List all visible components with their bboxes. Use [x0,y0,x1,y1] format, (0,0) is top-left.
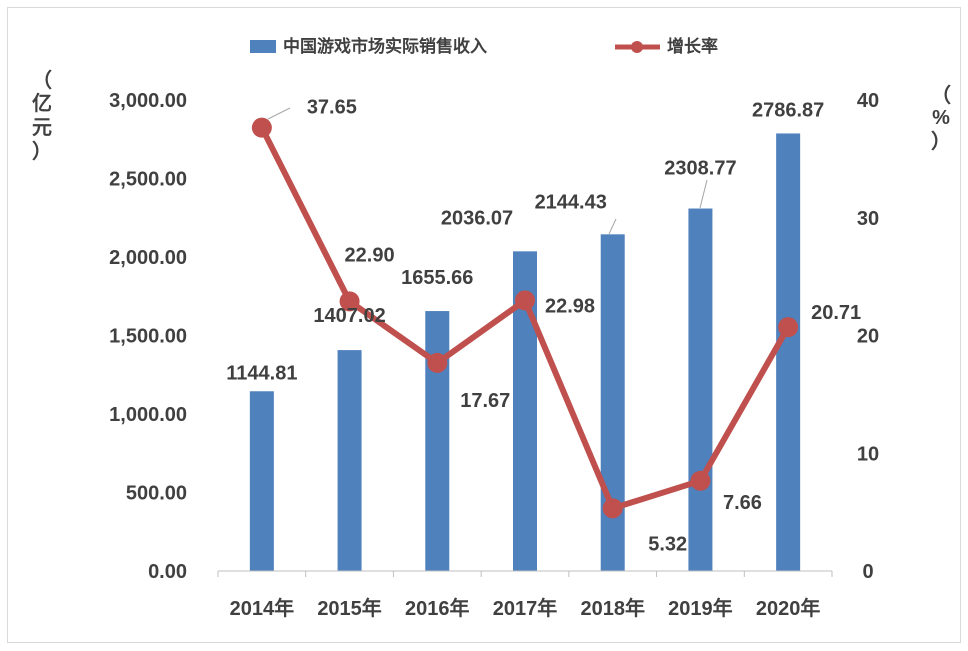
leader-line [699,179,708,209]
axes: 2014年 2015年 2016年 2017年 2018年 2019年 2020年 0.00 5… [109,90,879,620]
y-right-tick-label: 40 [857,90,879,112]
left-axis-title-char-2: 亿 [32,91,52,115]
growth-rate-point-2019年 [690,470,711,491]
x-tick-label: 2016年 [405,596,470,620]
y-left-tick-label: 1,500.00 [109,326,187,348]
right-axis-title-char-3: ） [931,130,951,153]
line-value-label: 22.98 [545,295,595,317]
x-tick-label: 2018年 [580,596,645,620]
growth-rate-point-2018年 [602,498,623,519]
y-left-tick-label: 2,500.00 [109,169,187,191]
bar-2020年 [776,133,801,571]
legend: 中国游戏市场实际销售收入 增长率 [250,36,718,56]
bar-2019年 [688,208,713,571]
line-value-label: 5.32 [648,533,687,555]
leader-line [608,218,617,235]
bar-value-label: 1655.66 [401,267,473,289]
x-tick-label: 2017年 [493,596,558,620]
left-axis-title: （ 亿 元 ） [32,69,52,163]
chart-frame [7,7,961,643]
legend-bar-swatch [250,40,276,53]
y-right-tick-label: 30 [857,208,879,230]
legend-line-label: 增长率 [667,36,718,56]
line-value-label: 22.90 [345,244,395,266]
y-left-tick-label: 2,000.00 [109,247,187,269]
line-value-label: 7.66 [723,492,762,514]
y-right-tick-label: 10 [857,443,879,465]
left-axis-title-char-1: （ [32,69,52,92]
y-left-tick-label: 500.00 [126,483,187,505]
growth-rate-point-2017年 [515,290,535,311]
line-value-label: 17.67 [460,390,510,412]
bar-value-label: 2144.43 [535,191,607,213]
growth-rate-point-2015年 [339,291,360,312]
growth-rate-point-2014年 [251,117,272,138]
legend-bar-label: 中国游戏市场实际销售收入 [283,36,487,56]
x-tick-label: 2020年 [756,596,821,620]
y-right-tick-label: 20 [857,326,879,348]
y-left-tick-label: 1,000.00 [109,404,187,426]
x-tick-label: 2014年 [230,596,295,620]
y-left-tick-label: 0.00 [148,561,187,583]
bar-2016年 [425,311,450,571]
bar-value-label: 2786.87 [752,99,824,121]
bar-series [249,133,801,571]
x-tick-label: 2019年 [668,596,733,620]
right-axis-title: （ % ） [931,84,951,153]
bar-value-label: 1144.81 [226,362,297,384]
line-value-label: 37.65 [307,97,357,119]
data-labels: 1144.81 1407.02 1655.66 2036.07 2144.43 2308.… [226,97,861,556]
x-tick-label: 2015年 [317,596,382,620]
bar-value-label: 1407.02 [313,305,385,327]
bar-2015年 [337,350,362,571]
bar-2014年 [249,391,274,571]
bar-value-label: 2308.77 [664,158,736,180]
legend-line-marker [631,41,643,53]
right-axis-title-char-1: （ [931,84,951,107]
bar-2018年 [600,234,625,571]
left-axis-title-char-3: 元 [32,117,52,139]
leader-line [267,107,291,120]
line-series [251,117,799,519]
right-axis-title-char-2: % [932,107,950,129]
growth-rate-point-2016年 [427,352,448,373]
bar-value-label: 2036.07 [441,207,513,229]
y-right-tick-label: 0 [862,561,873,583]
growth-rate-point-2020年 [778,317,799,338]
left-axis-title-char-4: ） [32,140,52,163]
y-left-tick-label: 3,000.00 [109,90,187,112]
line-value-label: 20.71 [811,302,861,324]
